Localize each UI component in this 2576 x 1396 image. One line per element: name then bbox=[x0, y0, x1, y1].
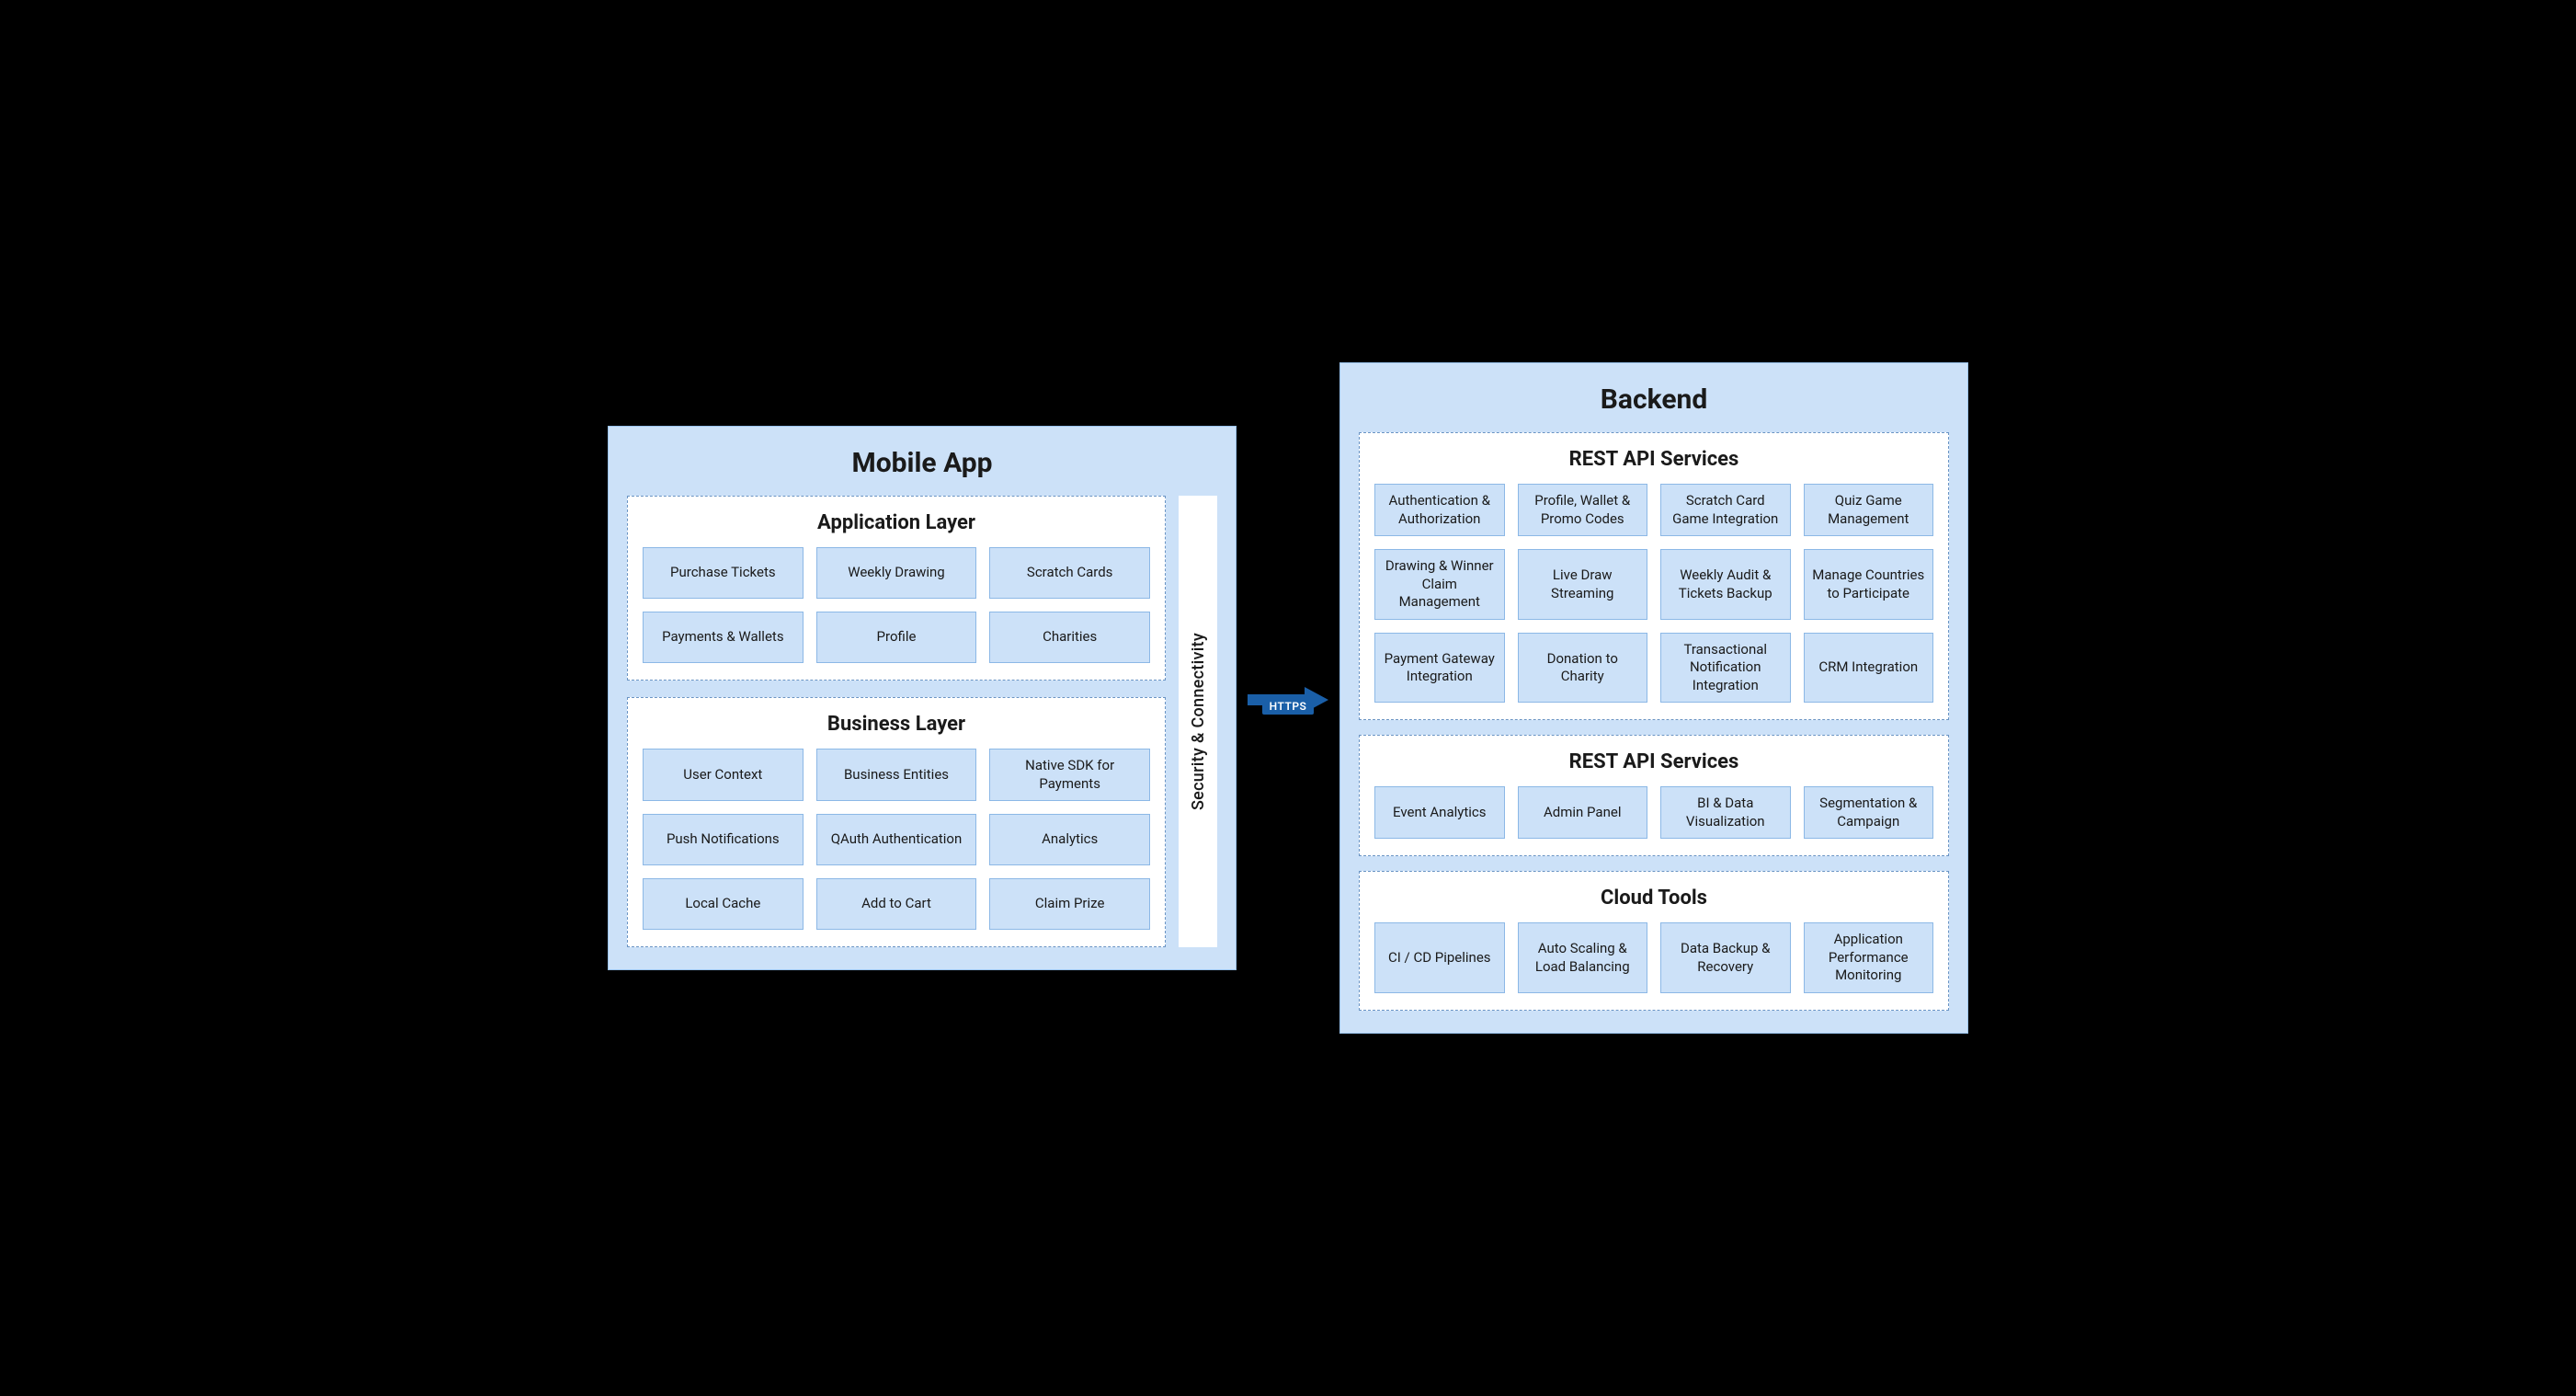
tile-live-draw-streaming: Live Draw Streaming bbox=[1518, 549, 1648, 620]
https-connector: HTTPS bbox=[1248, 681, 1328, 715]
mobile-app-title: Mobile App bbox=[627, 447, 1217, 479]
rest-api-services-2-title: REST API Services bbox=[1374, 750, 1933, 773]
security-connectivity-label: Security & Connectivity bbox=[1189, 633, 1208, 810]
cloud-tools-title: Cloud Tools bbox=[1374, 887, 1933, 910]
tile-cicd-pipelines: CI / CD Pipelines bbox=[1374, 922, 1505, 993]
rest-api-services-1-section: REST API Services Authentication & Autho… bbox=[1359, 432, 1949, 720]
tile-purchase-tickets: Purchase Tickets bbox=[643, 547, 804, 599]
rest-api-services-1-title: REST API Services bbox=[1374, 448, 1933, 471]
backend-title: Backend bbox=[1359, 383, 1949, 416]
tile-add-to-cart: Add to Cart bbox=[816, 878, 977, 930]
tile-manage-countries: Manage Countries to Participate bbox=[1804, 549, 1934, 620]
mobile-body: Application Layer Purchase Tickets Weekl… bbox=[627, 496, 1217, 947]
cloud-tools-grid: CI / CD Pipelines Auto Scaling & Load Ba… bbox=[1374, 922, 1933, 993]
tile-auth-authorization: Authentication & Authorization bbox=[1374, 484, 1505, 536]
mobile-app-panel: Mobile App Application Layer Purchase Ti… bbox=[608, 426, 1237, 970]
tile-profile-wallet-promo: Profile, Wallet & Promo Codes bbox=[1518, 484, 1648, 536]
architecture-diagram: Mobile App Application Layer Purchase Ti… bbox=[608, 362, 1968, 1034]
tile-crm-integration: CRM Integration bbox=[1804, 633, 1934, 704]
tile-weekly-audit-backup: Weekly Audit & Tickets Backup bbox=[1660, 549, 1791, 620]
business-layer-grid: User Context Business Entities Native SD… bbox=[643, 749, 1150, 930]
tile-apm: Application Performance Monitoring bbox=[1804, 922, 1934, 993]
tile-transactional-notification: Transactional Notification Integration bbox=[1660, 633, 1791, 704]
tile-local-cache: Local Cache bbox=[643, 878, 804, 930]
tile-payments-wallets: Payments & Wallets bbox=[643, 612, 804, 663]
tile-data-backup-recovery: Data Backup & Recovery bbox=[1660, 922, 1791, 993]
tile-drawing-winner-claim: Drawing & Winner Claim Management bbox=[1374, 549, 1505, 620]
tile-user-context: User Context bbox=[643, 749, 804, 801]
business-layer-section: Business Layer User Context Business Ent… bbox=[627, 697, 1166, 947]
mobile-sections-column: Application Layer Purchase Tickets Weekl… bbox=[627, 496, 1166, 947]
tile-scratch-cards: Scratch Cards bbox=[989, 547, 1150, 599]
business-layer-title: Business Layer bbox=[643, 713, 1150, 736]
tile-admin-panel: Admin Panel bbox=[1518, 786, 1648, 839]
tile-payment-gateway: Payment Gateway Integration bbox=[1374, 633, 1505, 704]
security-connectivity-strip: Security & Connectivity bbox=[1179, 496, 1217, 947]
tile-bi-data-viz: BI & Data Visualization bbox=[1660, 786, 1791, 839]
tile-event-analytics: Event Analytics bbox=[1374, 786, 1505, 839]
tile-qauth-authentication: QAuth Authentication bbox=[816, 814, 977, 865]
backend-sections-column: REST API Services Authentication & Autho… bbox=[1359, 432, 1949, 1011]
application-layer-grid: Purchase Tickets Weekly Drawing Scratch … bbox=[643, 547, 1150, 663]
tile-weekly-drawing: Weekly Drawing bbox=[816, 547, 977, 599]
rest-api-services-2-section: REST API Services Event Analytics Admin … bbox=[1359, 735, 1949, 856]
tile-profile: Profile bbox=[816, 612, 977, 663]
tile-quiz-game-mgmt: Quiz Game Management bbox=[1804, 484, 1934, 536]
tile-analytics: Analytics bbox=[989, 814, 1150, 865]
rest-api-services-2-grid: Event Analytics Admin Panel BI & Data Vi… bbox=[1374, 786, 1933, 839]
tile-segmentation-campaign: Segmentation & Campaign bbox=[1804, 786, 1934, 839]
tile-claim-prize: Claim Prize bbox=[989, 878, 1150, 930]
rest-api-services-1-grid: Authentication & Authorization Profile, … bbox=[1374, 484, 1933, 703]
tile-donation-charity: Donation to Charity bbox=[1518, 633, 1648, 704]
tile-scratch-card-game: Scratch Card Game Integration bbox=[1660, 484, 1791, 536]
application-layer-title: Application Layer bbox=[643, 511, 1150, 534]
tile-native-sdk-payments: Native SDK for Payments bbox=[989, 749, 1150, 801]
cloud-tools-section: Cloud Tools CI / CD Pipelines Auto Scali… bbox=[1359, 871, 1949, 1011]
tile-business-entities: Business Entities bbox=[816, 749, 977, 801]
tile-push-notifications: Push Notifications bbox=[643, 814, 804, 865]
application-layer-section: Application Layer Purchase Tickets Weekl… bbox=[627, 496, 1166, 681]
tile-charities: Charities bbox=[989, 612, 1150, 663]
backend-panel: Backend REST API Services Authentication… bbox=[1339, 362, 1968, 1034]
https-label: HTTPS bbox=[1262, 698, 1315, 715]
tile-auto-scaling-lb: Auto Scaling & Load Balancing bbox=[1518, 922, 1648, 993]
